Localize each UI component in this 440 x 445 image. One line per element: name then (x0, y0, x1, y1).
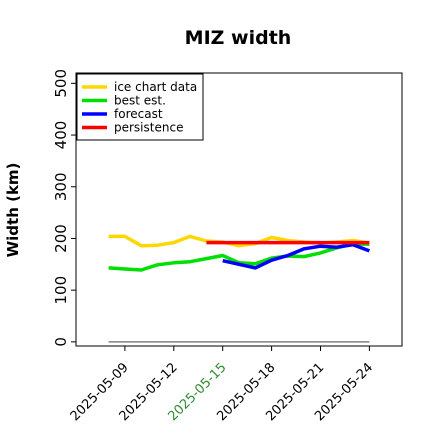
y-tick-label: 0 (52, 337, 70, 347)
y-tick-label: 100 (52, 276, 70, 305)
y-tick-label: 300 (52, 172, 70, 201)
y-tick-label: 400 (52, 121, 70, 150)
series-line-forecast (222, 242, 371, 270)
y-tick-label: 500 (52, 69, 70, 98)
plot-frame (75, 72, 403, 347)
legend-label: best est. (114, 94, 166, 108)
legend-label: ice chart data (114, 80, 197, 94)
y-axis-label: Width (km) (4, 163, 22, 258)
legend-label: persistence (114, 121, 183, 135)
chart-title: MIZ width (185, 27, 292, 49)
y-tick-label: 200 (52, 224, 70, 253)
legend-label: forecast (114, 107, 163, 121)
